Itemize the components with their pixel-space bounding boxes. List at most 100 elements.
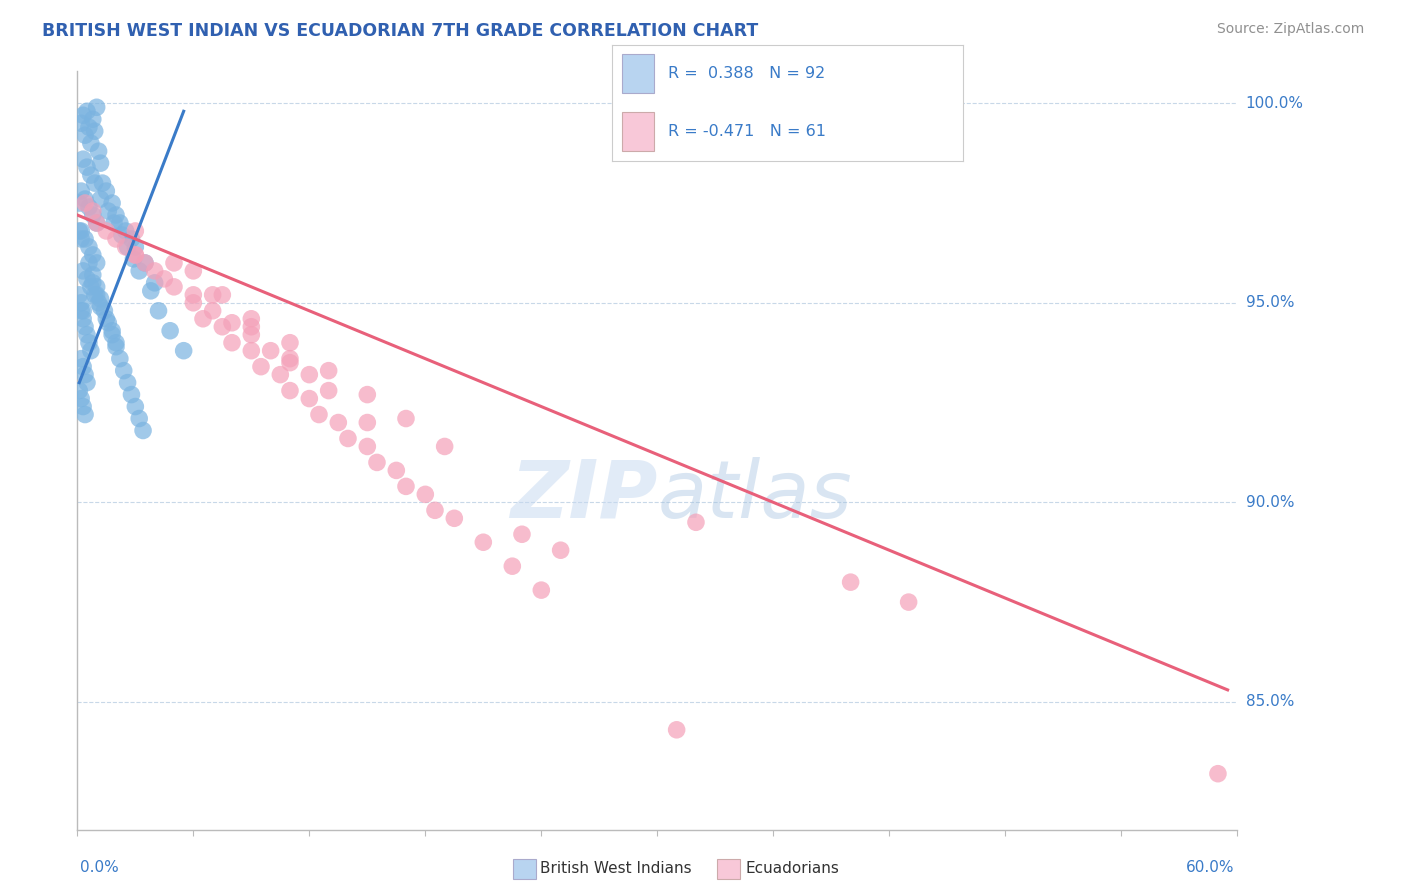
Point [96, 311, 118, 326]
Point [183, 288, 205, 302]
Point [191, 311, 214, 326]
Point [105, 232, 127, 246]
Point [90, 156, 111, 170]
Point [121, 387, 143, 401]
Point [77, 256, 100, 270]
Point [143, 264, 166, 278]
Text: R =  0.388   N = 92: R = 0.388 N = 92 [668, 66, 825, 81]
Point [550, 543, 572, 558]
Point [72, 264, 94, 278]
Point [83, 176, 105, 190]
Point [83, 288, 105, 302]
Point [111, 227, 134, 242]
Point [139, 284, 162, 298]
Point [117, 240, 139, 254]
Point [385, 463, 408, 477]
Point [67, 224, 90, 238]
Point [433, 440, 456, 454]
Point [278, 384, 301, 398]
Point [201, 303, 224, 318]
Point [82, 268, 104, 282]
Point [90, 292, 111, 306]
Point [240, 319, 263, 334]
Point [685, 516, 707, 530]
Point [67, 196, 90, 211]
Text: Ecuadorians: Ecuadorians [745, 862, 839, 876]
Point [124, 400, 146, 414]
Point [77, 335, 100, 350]
Point [124, 248, 146, 262]
Point [153, 272, 176, 286]
Text: ZIP: ZIP [510, 457, 658, 535]
Point [240, 327, 263, 342]
Point [70, 295, 93, 310]
Text: R = -0.471   N = 61: R = -0.471 N = 61 [668, 124, 825, 139]
Point [80, 168, 103, 182]
Point [75, 196, 96, 211]
Point [423, 503, 446, 517]
Point [72, 108, 94, 122]
Point [91, 176, 114, 190]
Point [75, 368, 96, 382]
Point [128, 264, 150, 278]
Point [82, 112, 104, 127]
Point [163, 280, 186, 294]
Text: atlas: atlas [658, 457, 852, 535]
Point [1206, 766, 1229, 780]
Point [163, 256, 186, 270]
Point [76, 376, 98, 390]
Point [75, 408, 96, 422]
Point [67, 288, 90, 302]
Point [278, 351, 301, 366]
Point [665, 723, 688, 737]
Point [328, 416, 350, 430]
Bar [621, 112, 654, 152]
Point [75, 232, 96, 246]
Point [86, 256, 108, 270]
Point [112, 364, 135, 378]
Point [101, 196, 124, 211]
Point [159, 324, 181, 338]
Point [80, 343, 103, 358]
Bar [621, 54, 654, 94]
Point [103, 216, 125, 230]
Point [67, 384, 90, 398]
Point [90, 192, 111, 206]
Text: 100.0%: 100.0% [1246, 95, 1303, 111]
Point [124, 240, 146, 254]
Point [897, 595, 920, 609]
Point [108, 351, 131, 366]
Point [318, 364, 340, 378]
Point [298, 392, 321, 406]
Point [356, 416, 378, 430]
Point [77, 200, 100, 214]
Point [72, 152, 94, 166]
Point [143, 276, 166, 290]
Point [211, 319, 233, 334]
Point [510, 527, 533, 541]
Point [76, 160, 98, 174]
Text: 60.0%: 60.0% [1187, 860, 1234, 875]
Point [75, 192, 96, 206]
Text: 95.0%: 95.0% [1246, 295, 1294, 310]
Point [96, 224, 118, 238]
Point [86, 100, 108, 114]
Point [86, 280, 108, 294]
Point [70, 116, 93, 130]
Point [124, 224, 146, 238]
Point [96, 184, 118, 198]
Point [122, 252, 145, 266]
Point [86, 288, 108, 302]
Text: 0.0%: 0.0% [80, 860, 120, 875]
Point [108, 216, 131, 230]
Point [240, 311, 263, 326]
Text: 85.0%: 85.0% [1246, 694, 1294, 709]
Text: British West Indians: British West Indians [540, 862, 692, 876]
Point [124, 248, 146, 262]
Point [72, 400, 94, 414]
Point [80, 280, 103, 294]
Point [472, 535, 495, 549]
Point [72, 311, 94, 326]
Point [117, 376, 139, 390]
Point [90, 300, 111, 314]
